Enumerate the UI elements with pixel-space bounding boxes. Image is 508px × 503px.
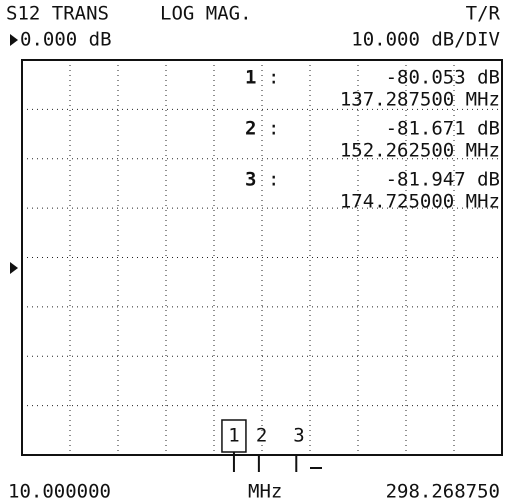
- marker-frequency: 152.262500 MHz: [340, 140, 500, 162]
- marker-tag: 2: [256, 425, 267, 447]
- parameter: S12 TRANS: [6, 3, 109, 25]
- stop-frequency: 298.268750: [386, 481, 500, 503]
- format: LOG MAG.: [160, 3, 252, 25]
- graticule-frame: [21, 59, 503, 456]
- marker-number: 1: [245, 67, 256, 89]
- scale: 10.000 dB/DIV: [351, 29, 500, 51]
- marker-value: -80.053 dB: [386, 67, 500, 89]
- marker-number: 2: [245, 118, 256, 140]
- marker-tag: 1: [228, 425, 239, 447]
- graticule: [22, 60, 502, 455]
- marker-frequency: 137.287500 MHz: [340, 89, 500, 111]
- active-marker-box: [221, 419, 247, 453]
- frequency-unit: MHz: [248, 481, 282, 503]
- marker-colon: :: [268, 67, 279, 89]
- marker-colon: :: [268, 169, 279, 191]
- marker-value: -81.947 dB: [386, 169, 500, 191]
- marker-value: -81.671 dB: [386, 118, 500, 140]
- marker-tag: 3: [293, 425, 304, 447]
- reference-level-arrow: [10, 262, 18, 274]
- marker-frequency: 174.725000 MHz: [340, 191, 500, 213]
- path: T/R: [466, 3, 501, 25]
- reference: 0.000 dB: [20, 29, 112, 51]
- start-frequency: 10.000000: [8, 481, 111, 503]
- marker-number: 3: [245, 169, 256, 191]
- marker-colon: :: [268, 118, 279, 140]
- reference-arrow: [10, 34, 18, 46]
